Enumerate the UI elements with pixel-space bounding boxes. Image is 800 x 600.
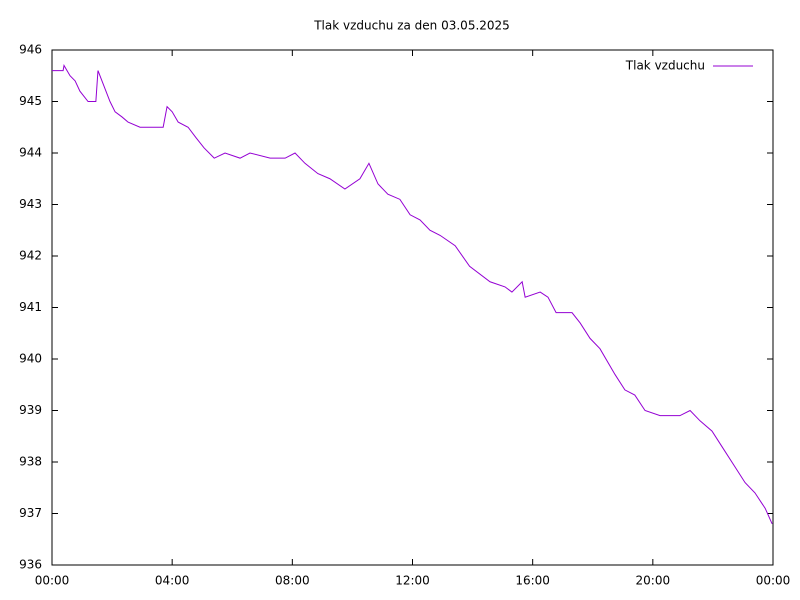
x-tick-label: 00:00 bbox=[35, 574, 70, 588]
x-tick-label: 04:00 bbox=[155, 574, 190, 588]
y-tick-label: 938 bbox=[19, 455, 42, 469]
y-tick-label: 944 bbox=[19, 146, 42, 160]
y-tick-label: 942 bbox=[19, 249, 42, 263]
x-tick-label: 16:00 bbox=[515, 574, 550, 588]
legend-label: Tlak vzduchu bbox=[625, 59, 705, 73]
x-tick-label: 08:00 bbox=[275, 574, 310, 588]
x-tick-label: 20:00 bbox=[636, 574, 671, 588]
y-tick-label: 939 bbox=[19, 403, 42, 417]
y-tick-label: 937 bbox=[19, 506, 42, 520]
y-tick-label: 943 bbox=[19, 197, 42, 211]
x-tick-label: 00:00 bbox=[756, 574, 791, 588]
y-tick-label: 940 bbox=[19, 352, 42, 366]
y-tick-label: 936 bbox=[19, 558, 42, 572]
chart-title: Tlak vzduchu za den 03.05.2025 bbox=[313, 19, 510, 33]
data-line bbox=[52, 64, 773, 525]
y-tick-label: 946 bbox=[19, 43, 42, 57]
y-tick-label: 941 bbox=[19, 300, 42, 314]
y-tick-label: 945 bbox=[19, 94, 42, 108]
x-tick-label: 12:00 bbox=[395, 574, 430, 588]
